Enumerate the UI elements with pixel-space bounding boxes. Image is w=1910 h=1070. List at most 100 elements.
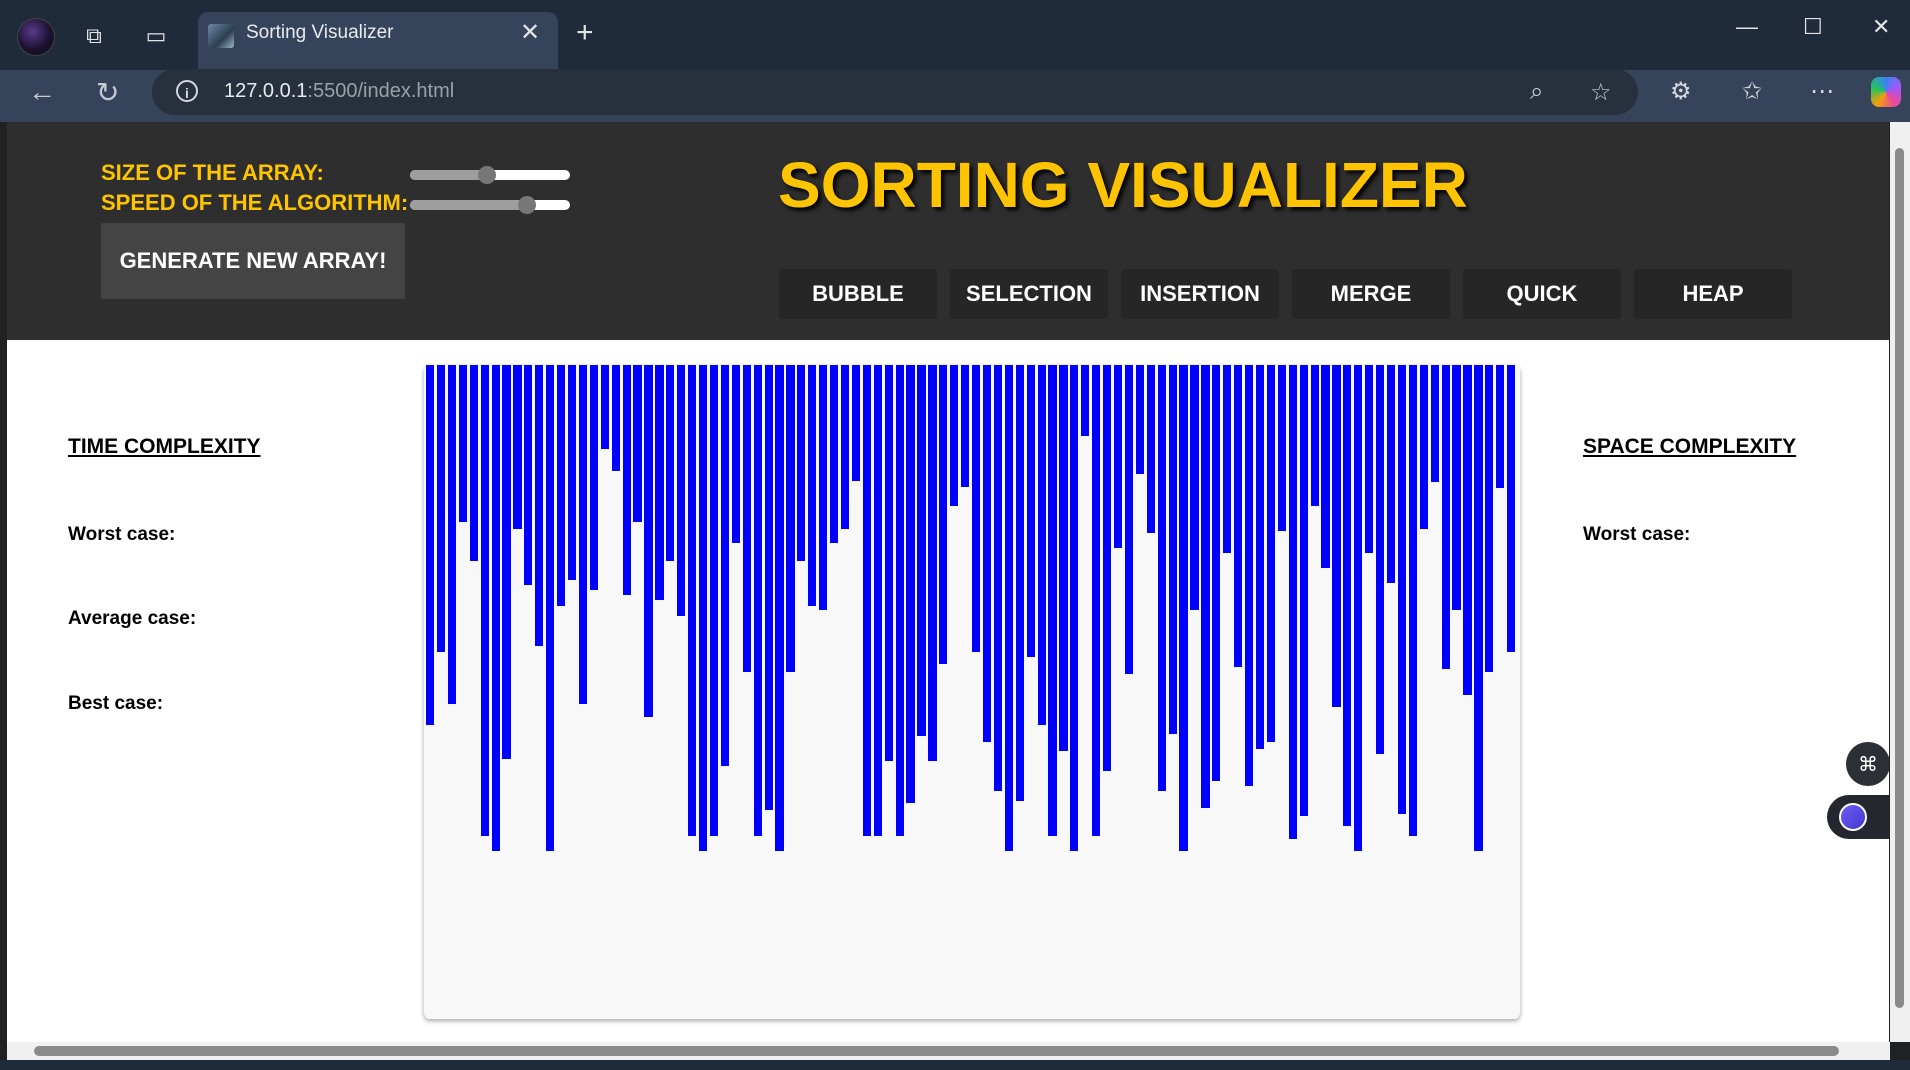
taskbar-strip <box>0 1060 1910 1070</box>
array-bar <box>502 365 511 760</box>
array-bar <box>688 365 697 836</box>
url-text[interactable]: 127.0.0.1:5500/index.html <box>224 80 454 103</box>
array-bar <box>1092 365 1101 836</box>
array-bar <box>1124 365 1134 675</box>
array-bar <box>830 365 839 544</box>
array-bar <box>950 365 959 506</box>
array-bar <box>720 365 730 767</box>
array-bar <box>1015 365 1024 801</box>
array-bar <box>524 365 533 585</box>
array-bar <box>1485 365 1494 673</box>
tab-close-icon[interactable]: ✕ <box>520 19 541 46</box>
speed-label: SPEED OF THE ALGORITHM: <box>101 190 409 215</box>
array-bar <box>578 365 588 704</box>
array-bar <box>469 365 478 562</box>
array-bar <box>567 365 577 581</box>
page-title: SORTING VISUALIZER <box>778 149 1468 221</box>
copilot-icon[interactable] <box>1871 77 1901 107</box>
speed-slider[interactable] <box>410 196 570 214</box>
array-bar <box>1441 365 1450 670</box>
array-size-slider-thumb[interactable] <box>477 166 496 184</box>
array-bar <box>1474 365 1483 851</box>
floating-assistant-button[interactable] <box>1827 795 1889 839</box>
insertion-sort-button[interactable]: INSERTION <box>1121 269 1279 319</box>
array-bar <box>1026 365 1035 658</box>
array-bar <box>1081 365 1090 437</box>
new-tab-button[interactable]: + <box>576 16 594 49</box>
array-bar <box>1157 365 1166 792</box>
array-bar <box>1419 365 1428 529</box>
heap-sort-button[interactable]: HEAP <box>1634 269 1792 319</box>
array-bar <box>1507 365 1516 653</box>
minimize-icon[interactable]: — <box>1736 14 1758 39</box>
profile-avatar[interactable] <box>17 18 55 56</box>
bubble-sort-button[interactable]: BUBBLE <box>779 269 937 319</box>
vertical-scrollbar-thumb[interactable] <box>1895 148 1904 1008</box>
array-bar <box>1103 365 1112 772</box>
site-info-icon[interactable]: i <box>176 80 198 102</box>
array-bar <box>513 365 522 529</box>
maximize-icon[interactable]: ☐ <box>1803 14 1823 39</box>
time-average-case-label: Average case: <box>68 608 197 629</box>
workspaces-icon[interactable]: ⧉ <box>86 23 102 48</box>
array-bar <box>1430 365 1439 482</box>
zoom-icon[interactable]: ⌕ <box>1530 78 1544 105</box>
time-complexity-heading: TIME COMPLEXITY <box>68 435 261 458</box>
refresh-icon[interactable]: ↻ <box>96 77 120 108</box>
array-bar <box>1354 365 1363 851</box>
favorites-icon[interactable]: ✩ <box>1742 78 1763 105</box>
array-bar <box>982 365 992 742</box>
array-bar <box>1386 365 1396 583</box>
array-bar <box>1201 365 1210 808</box>
array-bar <box>1463 365 1472 695</box>
array-bar <box>851 365 861 481</box>
active-tab[interactable] <box>198 12 558 70</box>
merge-sort-button[interactable]: MERGE <box>1292 269 1450 319</box>
horizontal-scrollbar-thumb[interactable] <box>34 1046 1839 1056</box>
speed-slider-thumb[interactable] <box>517 196 536 214</box>
array-bar <box>917 365 926 736</box>
more-menu-icon[interactable]: ⋯ <box>1810 78 1834 105</box>
url-path: :5500/index.html <box>307 80 455 102</box>
tab-title[interactable]: Sorting Visualizer <box>246 22 394 43</box>
address-bar[interactable] <box>152 69 1638 115</box>
floating-apps-icon[interactable]: ⌘ <box>1846 742 1889 786</box>
speed-slider-fill <box>410 200 527 210</box>
array-bar <box>677 365 686 616</box>
array-bar <box>1332 365 1341 707</box>
array-bar <box>480 365 489 836</box>
array-bar <box>731 365 740 544</box>
array-bar <box>1266 365 1276 742</box>
array-bar <box>797 365 806 562</box>
tab-favicon-icon <box>208 24 234 48</box>
array-bar <box>786 365 795 673</box>
array-bar <box>884 365 893 762</box>
time-worst-case-label: Worst case: <box>68 524 176 545</box>
quick-sort-button[interactable]: QUICK <box>1463 269 1621 319</box>
array-bar <box>753 365 762 836</box>
array-bar <box>775 365 784 851</box>
tab-actions-icon[interactable]: ▭ <box>145 23 167 48</box>
back-icon[interactable]: ← <box>28 76 56 107</box>
array-bar <box>1255 365 1265 750</box>
array-size-slider-fill <box>410 170 487 180</box>
array-bar <box>862 365 872 836</box>
array-bar <box>1113 365 1123 549</box>
array-size-slider[interactable] <box>410 166 570 184</box>
selection-sort-button[interactable]: SELECTION <box>950 269 1108 319</box>
array-bar <box>546 365 555 851</box>
array-bar <box>699 365 708 851</box>
generate-new-array-button[interactable]: GENERATE NEW ARRAY! <box>101 223 405 299</box>
array-bar <box>622 365 631 595</box>
array-bar <box>928 365 937 762</box>
array-bar <box>840 365 850 529</box>
space-complexity-heading: SPACE COMPLEXITY <box>1583 435 1797 458</box>
url-host: 127.0.0.1 <box>224 80 308 102</box>
array-bar <box>666 365 675 562</box>
array-bar <box>589 365 599 590</box>
favorite-star-icon[interactable]: ☆ <box>1590 79 1612 106</box>
array-bar <box>764 365 773 810</box>
window-close-icon[interactable]: ✕ <box>1872 14 1891 39</box>
array-bar <box>1321 365 1330 569</box>
extensions-icon[interactable]: ⚙ <box>1670 78 1692 105</box>
